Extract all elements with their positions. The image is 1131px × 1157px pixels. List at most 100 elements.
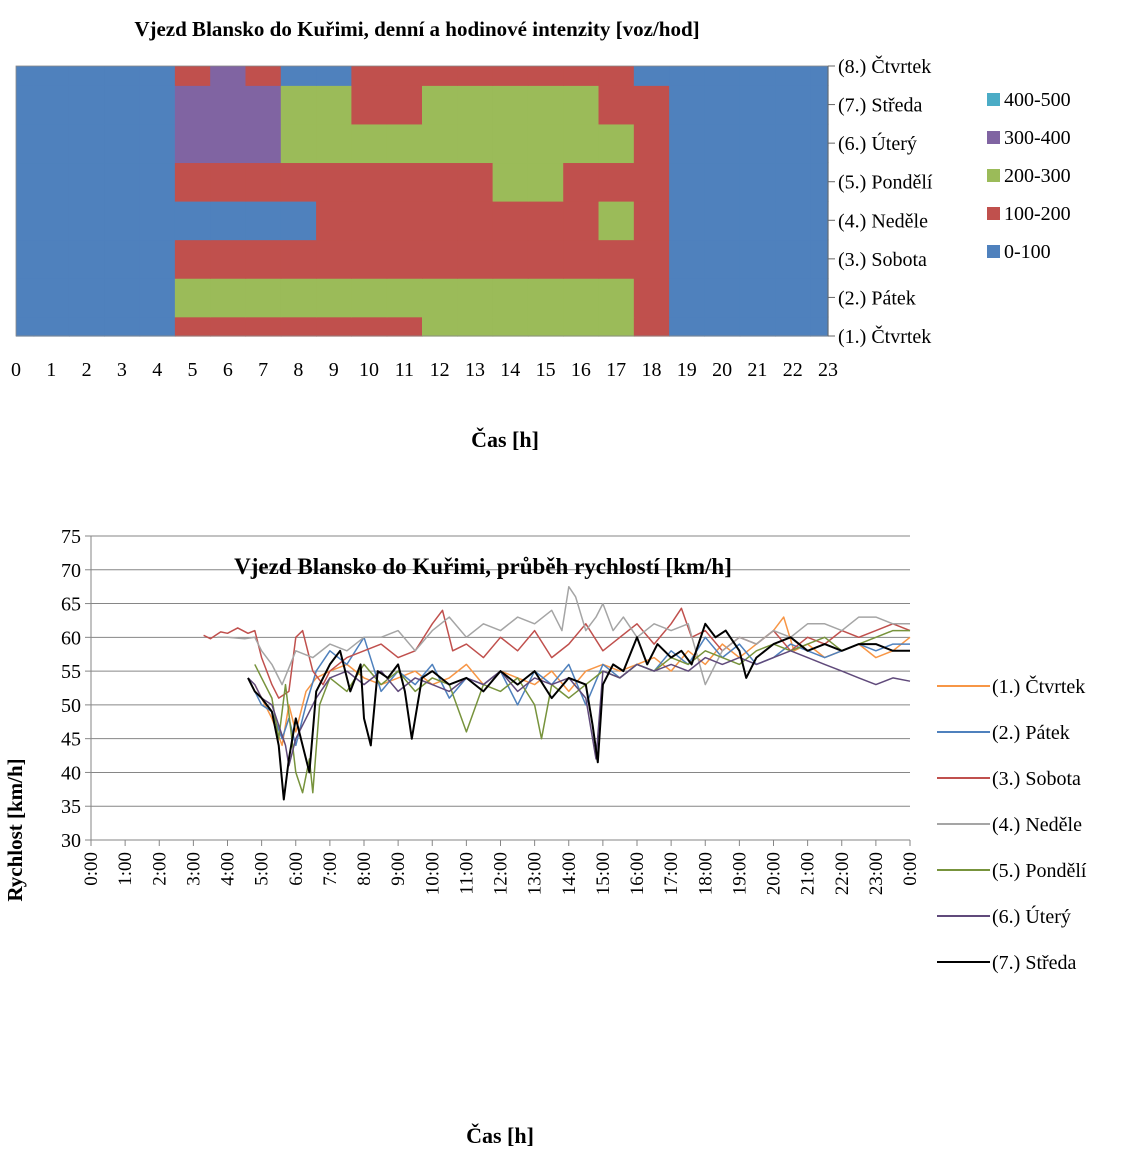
heatmap-cell <box>563 201 600 241</box>
heatmap-cell <box>457 66 494 86</box>
speed-x-tick-label: 21:00 <box>798 852 819 895</box>
heatmap-x-tick-label: 14 <box>500 359 520 381</box>
heatmap-cell <box>316 85 352 125</box>
heatmap-cell <box>33 85 70 125</box>
heatmap-cell <box>563 316 600 337</box>
speed-series-line <box>247 650 911 767</box>
speed-legend-label: (7.) Středa <box>992 952 1077 974</box>
heatmap-cell <box>316 316 352 337</box>
heatmap-cell <box>280 162 317 202</box>
heatmap-cell <box>316 278 352 318</box>
heatmap-cell <box>457 85 494 125</box>
heatmap-cell <box>563 162 600 202</box>
speed-x-tick-label: 12:00 <box>491 852 512 895</box>
heatmap-cell <box>351 123 388 164</box>
heatmap-cell <box>174 85 211 125</box>
heatmap-cell <box>739 316 776 337</box>
heatmap-x-tick-label: 15 <box>536 359 556 381</box>
heatmap-cell <box>386 162 423 202</box>
heatmap-cell <box>492 201 529 241</box>
heatmap-legend-label: 200-300 <box>1004 165 1071 187</box>
heatmap-cell <box>33 316 70 337</box>
heatmap-cell <box>492 162 529 202</box>
heatmap-cell <box>422 316 458 337</box>
heatmap-cell <box>422 278 458 318</box>
heatmap-legend: 400-500 300-400 200-300 100-200 0-100 <box>987 89 1071 263</box>
heatmap-cell <box>704 162 741 202</box>
speed-x-tick-label: 9:00 <box>388 852 409 886</box>
heatmap-cell <box>280 239 317 279</box>
heatmap-row-label: (4.) Neděle <box>838 210 928 232</box>
heatmap-cell <box>633 162 670 202</box>
heatmap-cell <box>633 201 670 241</box>
heatmap-cell <box>16 201 35 241</box>
heatmap-cell <box>704 278 741 318</box>
heatmap-cell <box>810 278 829 318</box>
heatmap-cell <box>210 239 247 279</box>
heatmap-cell <box>422 123 458 164</box>
heatmap-cell <box>775 123 811 164</box>
heatmap-x-tick-label: 23 <box>818 359 838 381</box>
speed-x-tick-label: 7:00 <box>320 852 341 886</box>
heatmap-cell <box>33 66 70 86</box>
heatmap-cell <box>245 201 282 241</box>
speed-x-tick-label: 5:00 <box>252 852 273 886</box>
heatmap-cell <box>33 123 70 164</box>
heatmap-legend-swatch <box>987 169 1000 182</box>
heatmap-cell <box>739 123 776 164</box>
speed-x-tick-label: 20:00 <box>764 852 785 895</box>
speed-legend-label: (5.) Pondělí <box>992 860 1087 882</box>
speed-x-tick-label: 6:00 <box>286 852 307 886</box>
heatmap-cell <box>527 201 564 241</box>
heatmap-title: Vjezd Blansko do Kuřimi, denní a hodinov… <box>134 17 699 41</box>
heatmap-cell <box>775 239 811 279</box>
heatmap-cell <box>174 66 211 86</box>
heatmap-cell <box>598 316 635 337</box>
heatmap-x-tick-label: 21 <box>747 359 767 381</box>
heatmap-cell <box>16 316 35 337</box>
heatmap-x-tick-label: 16 <box>571 359 591 381</box>
heatmap-cell <box>68 85 105 125</box>
speed-x-tick-label: 23:00 <box>866 852 887 895</box>
heatmap-cell <box>775 162 811 202</box>
heatmap-cell <box>598 278 635 318</box>
heatmap-cell <box>16 239 35 279</box>
heatmap-cell <box>351 278 388 318</box>
speed-legend-label: (3.) Sobota <box>992 768 1081 790</box>
heatmap-cell <box>422 162 458 202</box>
heatmap-cell <box>68 162 105 202</box>
heatmap-cell <box>139 316 176 337</box>
heatmap-x-tick-label: 10 <box>359 359 379 381</box>
speed-legend: (1.) Čtvrtek (2.) Pátek (3.) Sobota (4.) Ne… <box>937 674 1087 974</box>
heatmap-cell <box>775 201 811 241</box>
heatmap-cell <box>316 239 352 279</box>
speed-y-tick-label: 50 <box>61 695 81 717</box>
heatmap-x-tick-label: 2 <box>82 359 92 381</box>
heatmap-cell <box>210 316 247 337</box>
heatmap-cell <box>598 201 635 241</box>
heatmap-cell <box>139 85 176 125</box>
heatmap-cell <box>669 66 706 86</box>
heatmap-cell <box>174 239 211 279</box>
heatmap-cell <box>210 85 247 125</box>
heatmap-cell <box>174 201 211 241</box>
heatmap-cell <box>633 278 670 318</box>
heatmap-cell <box>810 123 829 164</box>
speed-x-tick-label: 18:00 <box>695 852 716 895</box>
speed-x-tick-label: 1:00 <box>115 852 136 886</box>
heatmap-cell <box>810 239 829 279</box>
heatmap-x-tick-label: 11 <box>395 359 414 381</box>
heatmap-cell <box>316 123 352 164</box>
heatmap-cell <box>563 85 600 125</box>
heatmap-legend-swatch <box>987 93 1000 106</box>
heatmap-cell <box>386 239 423 279</box>
heatmap-cell <box>104 85 141 125</box>
heatmap-cell <box>280 278 317 318</box>
heatmap-cell <box>633 66 670 86</box>
heatmap-cell <box>245 85 282 125</box>
speed-line-chart: 30 35 40 45 50 55 60 65 70 75 0:00 1:00 2:00 3:00 4:00… <box>3 526 1087 1148</box>
speed-x-tick-label: 4:00 <box>218 852 239 886</box>
heatmap-cell <box>139 239 176 279</box>
heatmap-cell <box>527 66 564 86</box>
heatmap-x-tick-label: 3 <box>117 359 127 381</box>
